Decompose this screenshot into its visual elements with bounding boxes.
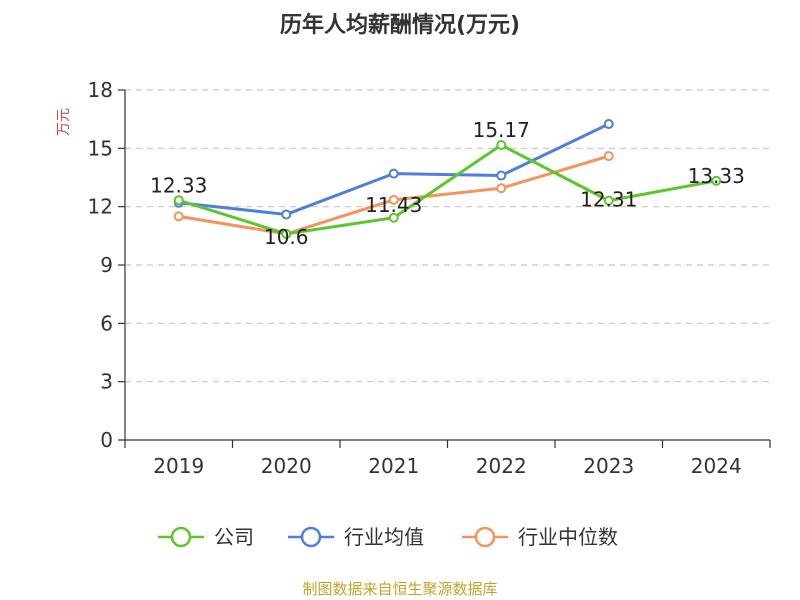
x-tick-label: 2020 bbox=[261, 454, 312, 478]
data-point bbox=[388, 168, 399, 179]
data-label: 11.43 bbox=[365, 193, 422, 217]
x-tick-label: 2024 bbox=[691, 454, 742, 478]
data-label: 12.31 bbox=[580, 188, 637, 212]
data-point bbox=[173, 195, 184, 206]
data-point bbox=[603, 119, 614, 130]
data-point bbox=[388, 212, 399, 223]
data-label: 13.33 bbox=[688, 164, 745, 188]
data-point bbox=[496, 140, 507, 151]
data-point bbox=[603, 195, 614, 206]
legend-item-2[interactable]: 行业中位数 bbox=[462, 525, 618, 549]
legend[interactable]: 公司 行业均值 行业中位数 bbox=[158, 525, 618, 549]
y-tick-label: 6 bbox=[100, 311, 113, 335]
data-point bbox=[711, 175, 722, 186]
legend-label: 行业均值 bbox=[344, 525, 424, 549]
x-tick-label: 2019 bbox=[153, 454, 204, 478]
y-tick-label: 0 bbox=[100, 428, 113, 452]
data-point bbox=[496, 170, 507, 181]
data-point bbox=[603, 151, 614, 162]
legend-swatch-marker bbox=[300, 526, 322, 548]
data-labels: 12.33 10.6 11.43 15.17 12.31 13.33 bbox=[150, 118, 745, 249]
y-tick-label: 3 bbox=[100, 370, 113, 394]
y-tick-label: 12 bbox=[88, 195, 113, 219]
data-point bbox=[281, 209, 292, 220]
axes: 0 3 6 9 12 15 18 2019 2020 2021 2022 2023 2024 bbox=[88, 78, 771, 478]
series-line-0 bbox=[178, 143, 717, 236]
data-point bbox=[496, 183, 507, 194]
legend-label: 公司 bbox=[214, 525, 254, 549]
chart-title: 历年人均薪酬情况(万元) bbox=[280, 12, 520, 38]
legend-swatch-marker bbox=[170, 526, 192, 548]
data-label: 12.33 bbox=[150, 173, 207, 197]
x-tick-label: 2022 bbox=[476, 454, 527, 478]
data-point bbox=[281, 228, 292, 239]
x-tick-label: 2023 bbox=[583, 454, 634, 478]
y-axis-label: 万元 bbox=[56, 108, 72, 136]
legend-label: 行业中位数 bbox=[518, 525, 618, 549]
series-lines bbox=[173, 119, 722, 239]
data-point bbox=[173, 211, 184, 222]
source-note: 制图数据来自恒生聚源数据库 bbox=[302, 580, 497, 598]
y-tick-label: 18 bbox=[88, 78, 113, 102]
legend-item-1[interactable]: 行业均值 bbox=[288, 525, 424, 549]
data-label: 15.17 bbox=[473, 118, 530, 142]
y-tick-label: 9 bbox=[100, 253, 113, 277]
data-point bbox=[388, 194, 399, 205]
grid-lines bbox=[125, 89, 770, 383]
y-tick-label: 15 bbox=[88, 136, 113, 160]
x-tick-label: 2021 bbox=[368, 454, 419, 478]
legend-item-0[interactable]: 公司 bbox=[158, 525, 254, 549]
legend-swatch-marker bbox=[474, 526, 496, 548]
data-label: 10.6 bbox=[264, 225, 309, 249]
